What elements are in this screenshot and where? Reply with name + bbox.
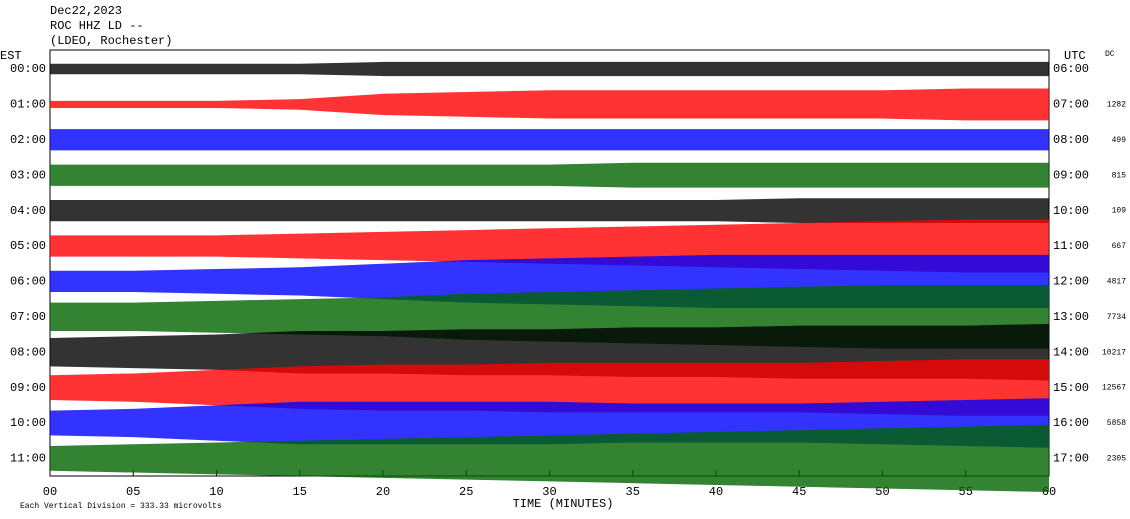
dc-value: 7734 — [1107, 313, 1126, 322]
x-tick-label: 45 — [792, 485, 806, 499]
trace-envelope — [50, 129, 1049, 151]
est-label: 08:00 — [10, 345, 46, 359]
title-station: ROC HHZ LD -- — [50, 19, 144, 33]
utc-label: 17:00 — [1053, 452, 1089, 466]
utc-label: 14:00 — [1053, 345, 1089, 359]
x-axis-label: TIME (MINUTES) — [513, 497, 614, 511]
title-date: Dec22,2023 — [50, 4, 122, 18]
dc-value: 109 — [1112, 207, 1127, 216]
dc-value: 4817 — [1107, 278, 1126, 287]
est-label: 01:00 — [10, 98, 46, 112]
dc-label: DC — [1105, 50, 1115, 59]
utc-label: 09:00 — [1053, 168, 1089, 182]
est-label: 05:00 — [10, 239, 46, 253]
est-label: 04:00 — [10, 204, 46, 218]
utc-label: 15:00 — [1053, 381, 1089, 395]
utc-label: 06:00 — [1053, 62, 1089, 76]
dc-value: 2305 — [1107, 455, 1126, 464]
x-tick-label: 35 — [626, 485, 640, 499]
right-axis-label: UTC — [1064, 49, 1086, 63]
x-tick-label: 15 — [293, 485, 307, 499]
x-tick-label: 30 — [542, 485, 556, 499]
left-axis-label: EST — [0, 49, 22, 63]
title-network: (LDEO, Rochester) — [50, 34, 172, 48]
x-tick-label: 05 — [126, 485, 140, 499]
trace-envelope — [50, 61, 1049, 77]
est-label: 03:00 — [10, 168, 46, 182]
utc-label: 08:00 — [1053, 133, 1089, 147]
utc-label: 13:00 — [1053, 310, 1089, 324]
dc-value: 667 — [1112, 242, 1127, 251]
est-label: 02:00 — [10, 133, 46, 147]
x-tick-label: 25 — [459, 485, 473, 499]
est-label: 10:00 — [10, 416, 46, 430]
x-tick-label: 40 — [709, 485, 723, 499]
dc-value: 1282 — [1107, 101, 1126, 110]
est-label: 07:00 — [10, 310, 46, 324]
utc-label: 11:00 — [1053, 239, 1089, 253]
est-label: 11:00 — [10, 452, 46, 466]
trace-envelope — [50, 88, 1049, 121]
dc-value: 815 — [1112, 171, 1127, 180]
x-tick-label: 20 — [376, 485, 390, 499]
trace-envelope — [50, 162, 1049, 188]
est-label: 09:00 — [10, 381, 46, 395]
x-tick-label: 10 — [209, 485, 223, 499]
est-label: 00:00 — [10, 62, 46, 76]
dc-value: 10217 — [1102, 348, 1126, 357]
dc-value: 12567 — [1102, 384, 1126, 393]
utc-label: 07:00 — [1053, 98, 1089, 112]
utc-label: 10:00 — [1053, 204, 1089, 218]
utc-label: 12:00 — [1053, 275, 1089, 289]
dc-value: 499 — [1112, 136, 1127, 145]
dc-value: 5858 — [1107, 419, 1126, 428]
utc-label: 16:00 — [1053, 416, 1089, 430]
est-label: 06:00 — [10, 275, 46, 289]
x-tick-label: 50 — [875, 485, 889, 499]
footnote: Each Vertical Division = 333.33 microvol… — [20, 502, 222, 511]
x-tick-label: 00 — [43, 485, 57, 499]
trace-envelope — [50, 424, 1049, 493]
trace-envelope — [50, 198, 1049, 223]
